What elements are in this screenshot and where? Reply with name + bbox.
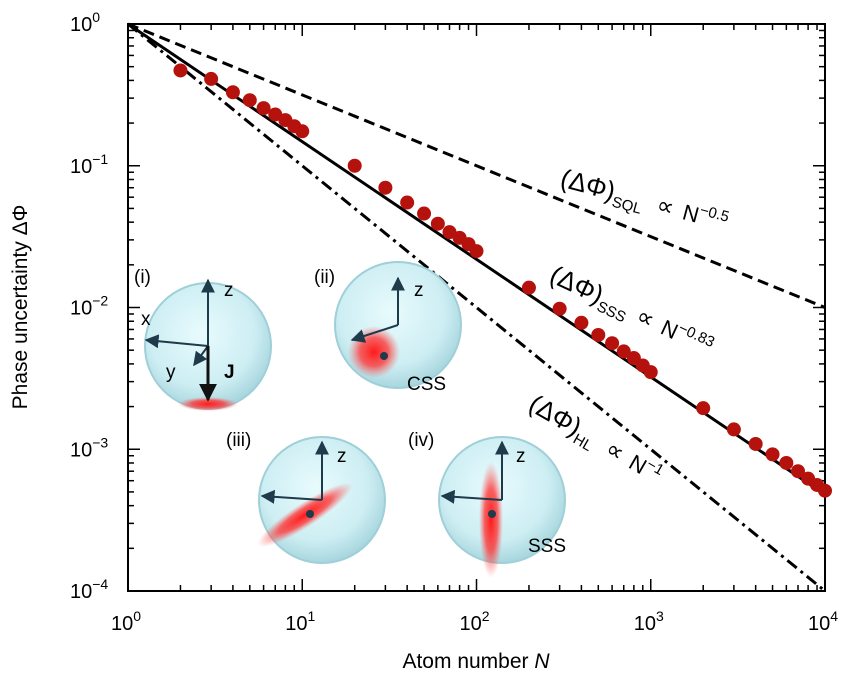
data-point (417, 206, 432, 221)
data-point (225, 85, 240, 100)
inset-ii: (ii) z CSS (314, 261, 462, 395)
spot-iv (479, 462, 503, 578)
y-tick-label: 10−3 (70, 434, 108, 461)
data-point (605, 336, 620, 351)
x-axis-title: Atom number N (402, 650, 550, 673)
x-axis-title-text: Atom number (402, 650, 534, 673)
inset-i: (i) z x y J (134, 267, 272, 411)
axis-label-z-iv: z (516, 446, 526, 467)
axis-x-i (144, 334, 209, 349)
data-point (748, 436, 763, 451)
axis-x-ii (350, 324, 399, 343)
origin-dot-iv (488, 510, 496, 518)
data-point (552, 301, 567, 316)
annotation-sss: (ΔΦ)SSS ∝N−0.83 (544, 259, 718, 364)
vector-label-j: J (224, 362, 235, 383)
x-tick-label: 103 (634, 608, 664, 635)
y-tick-label: 100 (70, 9, 100, 36)
data-point (295, 124, 310, 139)
y-axis-title: Phase uncertainty ΔΦ (9, 205, 32, 410)
data-point (616, 344, 631, 359)
x-axis-title-var: N (534, 650, 550, 673)
spot-i (178, 397, 238, 411)
axis-ticks: 100 101 102 103 104 100 10−1 10−2 10−3 10−4 (70, 9, 838, 635)
scaling-line-dashed (127, 22, 826, 309)
data-point (521, 280, 536, 295)
data-point (591, 327, 606, 342)
annotation-sss-exp: −0.83 (676, 320, 718, 351)
annotation-sql-prop: ∝ (654, 191, 678, 222)
axis-x-iii (260, 489, 323, 504)
x-tick-label: 101 (285, 608, 315, 635)
data-point (173, 63, 188, 78)
axis-label-z-iii: z (337, 446, 347, 467)
svg-text:(ΔΦ)SSS∝N−0.83: (ΔΦ)SSS ∝N−0.83 (544, 259, 718, 364)
data-point (696, 401, 711, 416)
x-tick-label: 100 (111, 608, 141, 635)
inset-label-iii: (iii) (226, 430, 251, 451)
inset-iv: (iv) z SSS (408, 430, 566, 578)
axis-label-y-i: y (166, 362, 176, 383)
annotation-hl-prop: ∝ (601, 435, 629, 467)
y-tick-label: 10−2 (70, 293, 108, 320)
inset-label-i: (i) (134, 267, 151, 288)
annotation-sql: (ΔΦ)SQL ∝ N−0.5 (556, 163, 731, 240)
axis-label-x-i: x (141, 309, 151, 330)
state-label-css: CSS (407, 374, 446, 395)
annotation-sql-rhs: N (680, 199, 702, 227)
data-point (204, 71, 219, 86)
axis-label-z-ii: z (414, 280, 424, 301)
data-point (378, 180, 393, 195)
annotation-sql-exp: −0.5 (698, 202, 731, 226)
annotation-sql-sub: SQL (610, 194, 643, 218)
inset-label-iv: (iv) (408, 430, 434, 451)
annotation-sss-prop: ∝ (632, 302, 659, 334)
origin-dot-iii (306, 510, 314, 518)
state-label-sss: SSS (528, 536, 566, 557)
data-point (818, 483, 832, 498)
data-point (765, 447, 780, 462)
data-point (726, 422, 741, 437)
svg-text:(ΔΦ)SQL∝N−0.5: (ΔΦ)SQL ∝ N−0.5 (556, 163, 731, 240)
x-tick-label: 104 (808, 608, 838, 635)
data-point (242, 93, 257, 108)
data-point (469, 244, 484, 259)
y-tick-label: 10−1 (70, 151, 108, 178)
data-point (643, 365, 658, 380)
spot-iii (257, 482, 353, 548)
data-point (791, 464, 806, 479)
inset-iii: (iii) z (226, 430, 386, 564)
x-tick-label: 102 (459, 608, 489, 635)
data-point (430, 216, 445, 231)
bloch-sphere-insets: (i) z x y J (ii) z CSS (iii) z (134, 261, 566, 578)
axis-label-z-i: z (224, 280, 234, 301)
axis-x-iv (440, 489, 503, 504)
data-points (173, 63, 832, 498)
y-tick-label: 10−4 (70, 576, 108, 603)
axis-y-i (193, 345, 209, 367)
inset-label-ii: (ii) (314, 267, 335, 288)
data-point (779, 455, 794, 470)
annotation-sss-sub: SSS (594, 298, 628, 326)
origin-dot-ii (380, 352, 388, 360)
annotation-hl-exp: −1 (644, 456, 667, 479)
data-point (256, 101, 271, 116)
data-point (347, 158, 362, 173)
data-point (574, 315, 589, 330)
annotation-sql-lhs: (ΔΦ) (557, 163, 618, 206)
data-point (400, 195, 415, 210)
